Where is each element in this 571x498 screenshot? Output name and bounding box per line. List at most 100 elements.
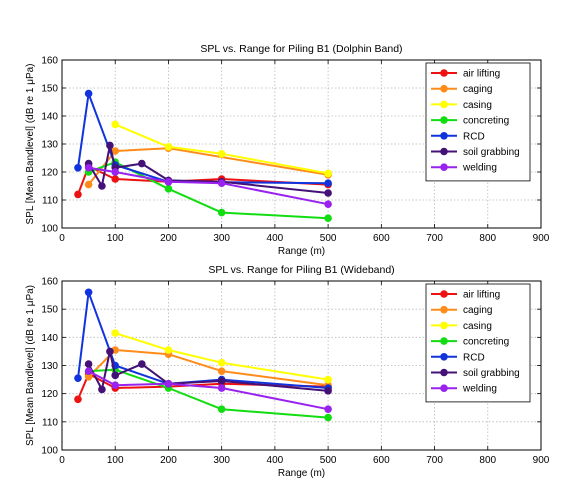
chart2-x-tick-label: 300 [213,455,230,466]
chart2-x-tick-label: 500 [320,455,337,466]
chart2-data-point-7 [217,384,226,392]
chart1-y-tick-label: 120 [41,168,58,179]
chart2-data-point-5 [74,374,82,382]
chart2-legend-swatch-marker [440,337,448,345]
chart2-x-tick-label: 600 [373,455,390,466]
chart1-y-tick-label: 150 [41,84,58,95]
chart2-data-point-6 [84,360,93,368]
chart1-data-point-3 [111,120,120,129]
chart1-data-point-2 [84,180,93,189]
chart1-legend-label: casing [463,100,492,111]
chart2-data-point-7 [164,380,173,388]
chart2-data-point-6 [324,387,332,395]
chart1-y-tick-label: 160 [41,56,58,67]
chart1-x-tick-label: 400 [267,233,284,244]
chart1-x-tick-label: 0 [59,233,65,244]
chart1-legend-label: concreting [463,116,509,127]
chart2-legend-swatch-marker [440,353,448,361]
chart2-legend-label: concreting [463,337,509,348]
chart2-y-tick-label: 140 [41,333,58,344]
chart2-data-point-3 [324,375,332,384]
chart1-y-tick-label: 140 [41,112,58,123]
chart-panel-2: 0 100 200 300 400 500 600 700 800 900100110120130… [25,264,550,479]
chart2-y-tick-label: 110 [42,417,58,428]
chart2-data-point-3 [111,329,120,337]
chart1-data-point-7 [217,179,226,187]
chart1-data-point-6 [106,141,114,150]
chart2-data-point-7 [84,367,93,375]
chart1-data-point-7 [164,178,173,186]
chart1-legend-swatch-marker [440,69,448,77]
chart1-legend-swatch-marker [440,132,448,140]
chart2-legend-swatch-marker [440,305,448,314]
chart2-series-line-6 [87,350,329,392]
chart2-data-point-6 [106,347,114,356]
chart2-x-tick-label: 800 [479,455,496,466]
chart1-data-point-4 [217,208,226,217]
chart1-data-point-4 [324,214,332,222]
chart2-y-axis-label: SPL [Mean Bandlevel] (dB re 1 μPa) [25,285,36,446]
chart1-data-point-5 [84,89,93,98]
chart1-data-point-6 [138,159,146,168]
chart2-data-point-6 [98,385,106,394]
chart2-data-point-3 [217,358,226,367]
chart1-series-line-3 [114,123,329,175]
chart2-legend-label: RCD [463,352,485,363]
chart2-y-tick-label: 100 [41,446,58,457]
chart1-legend: air lifting caging casing concreting RCD soil… [425,62,531,182]
chart1-legend-swatch-marker [440,84,448,93]
chart1-y-axis-label: SPL [Mean Bandlevel] (dB re 1 μPa) [25,63,36,224]
chart1-data-point-6 [98,182,106,190]
chart1-legend-label: RCD [463,131,485,142]
chart2-x-tick-label: 200 [160,455,177,466]
chart2-data-point-6 [111,371,120,380]
chart1-legend-label: air lifting [463,69,500,80]
chart1-x-tick-label: 300 [213,233,230,244]
chart1-data-point-7 [111,168,120,176]
chart2-data-point-7 [111,381,120,390]
chart1-x-tick-label: 100 [107,233,124,244]
chart2-legend-label: soil grabbing [463,368,520,379]
chart2-data-point-6 [217,377,226,385]
chart2-y-tick-label: 120 [41,389,58,400]
chart2-legend-label: caging [463,305,492,316]
chart2-legend-label: casing [463,321,492,332]
chart1-x-tick-label: 800 [479,233,496,244]
chart1-data-point-7 [324,200,332,208]
chart2-data-point-5 [84,288,93,297]
chart2-data-point-6 [138,360,146,368]
chart1-x-tick-label: 200 [160,233,177,244]
chart1-x-tick-label: 500 [320,233,337,244]
chart2-data-point-7 [324,405,332,413]
chart1-x-tick-label: 700 [426,233,443,244]
chart2-legend-swatch-marker [440,290,448,298]
chart2-data-point-4 [217,405,226,413]
chart1-data-point-2 [111,147,120,155]
chart2-data-point-2 [217,367,226,375]
chart1-legend-swatch-marker [440,163,448,171]
chart1-legend-label: soil grabbing [463,147,520,158]
chart1-data-point-6 [324,189,332,197]
chart1-data-point-1 [111,175,120,183]
chart1-y-tick-label: 100 [41,224,58,235]
chart2-data-point-2 [84,372,93,381]
chart2-legend-swatch-marker [440,321,448,330]
chart1-legend-label: welding [462,163,497,174]
chart2-legend-label: welding [462,384,497,395]
chart1-series-line-6 [87,144,329,194]
chart1-data-point-3 [217,150,226,158]
chart2-x-axis-label: Range (m) [278,468,325,479]
chart2-data-point-3 [164,346,173,354]
chart2-x-tick-label: 100 [107,455,124,466]
chart2-legend-swatch-marker [440,368,448,377]
chart2-y-tick-label: 150 [41,305,58,316]
chart1-legend-swatch-marker [440,116,448,124]
chart2-data-point-1 [74,395,82,404]
chart2-y-tick-label: 160 [41,277,58,288]
chart2-y-tick-label: 130 [41,361,58,372]
chart2-series-line-3 [114,332,329,381]
chart2-series-line-5 [77,291,329,389]
chart1-legend-label: caging [463,84,492,95]
chart1-data-point-3 [324,169,332,178]
